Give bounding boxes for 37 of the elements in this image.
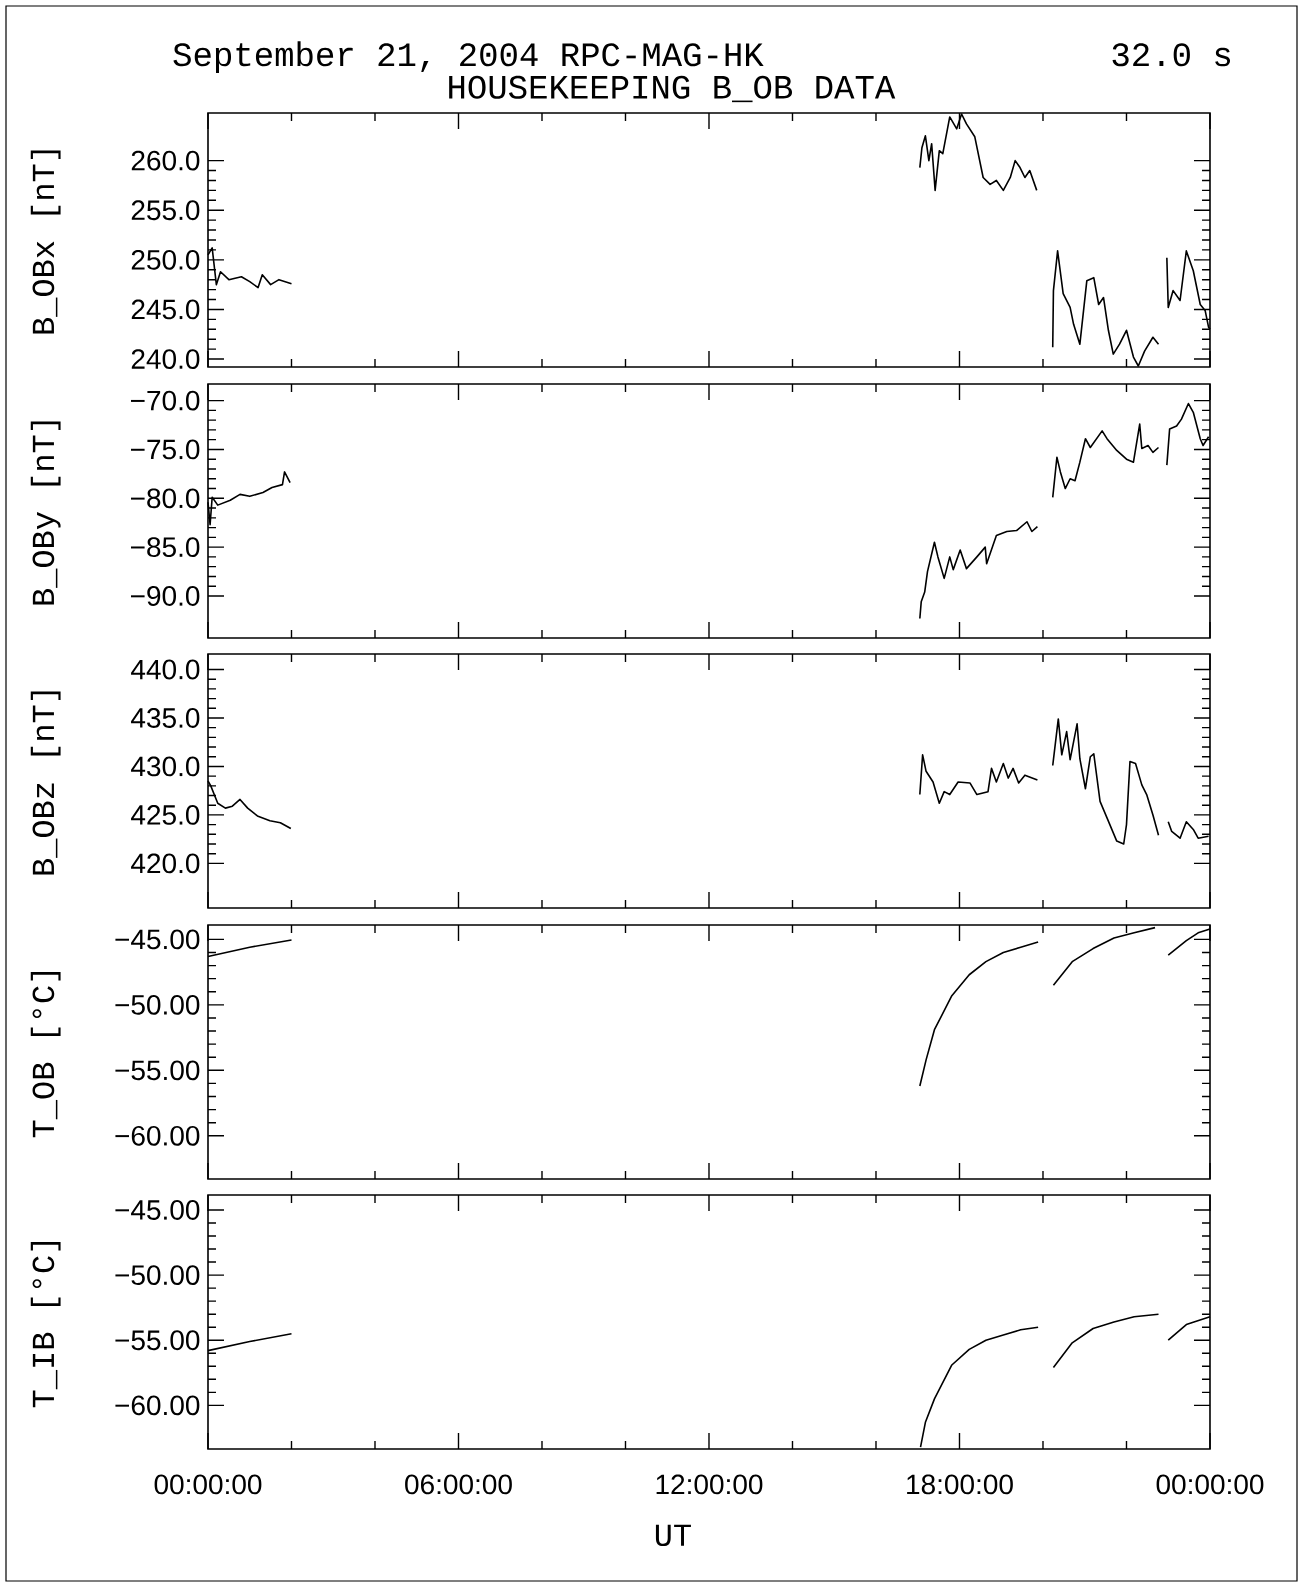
y-tick-label: −90.0	[131, 586, 200, 606]
y-tick-label: 245.0	[131, 299, 200, 320]
y-tick-label: 250.0	[131, 249, 200, 270]
y-axis-title: B_OBz [nT]	[30, 691, 61, 875]
x-tick-label: 18:00:00	[907, 1474, 1013, 1495]
y-tick-label: 435.0	[131, 708, 200, 728]
y-tick-label: −70.0	[131, 390, 200, 411]
y-tick-label: 430.0	[131, 756, 200, 777]
y-axis-title: T_IB [°C]	[30, 1242, 61, 1408]
y-tick-label: −85.0	[131, 537, 200, 558]
y-axis-title: B_OBx [nT]	[30, 150, 61, 334]
y-tick-label: −50.00	[115, 994, 200, 1015]
text: 32.0 s	[1112, 43, 1231, 67]
x-axis-title: UT	[655, 1524, 691, 1547]
y-tick-label: 425.0	[131, 805, 200, 825]
y-tick-label: 420.0	[131, 853, 200, 874]
y-tick-label: −45.00	[115, 929, 200, 950]
y-axis-title: T_OB [°C]	[30, 972, 61, 1138]
y-tick-label: 240.0	[131, 349, 200, 369]
y-tick-label: −60.00	[115, 1395, 200, 1416]
y-tick-label: −55.00	[115, 1060, 200, 1081]
y-tick-label: 260.0	[131, 150, 200, 171]
x-tick-label: 00:00:00	[1156, 1474, 1264, 1495]
y-tick-label: −55.00	[115, 1330, 200, 1351]
y-tick-label: −50.00	[115, 1265, 200, 1286]
y-tick-label: −45.00	[115, 1200, 200, 1220]
x-tick-label: 00:00:00	[154, 1474, 262, 1495]
y-tick-label: −75.0	[131, 439, 200, 460]
chart-subtitle: HOUSEKEEPING B_OB DATA	[449, 75, 896, 103]
chart-title: September 21, 2004 RPC-MAG-HK	[173, 41, 764, 74]
y-tick-label: 255.0	[131, 200, 200, 221]
y-tick-label: −80.0	[131, 488, 200, 509]
x-tick-label: 06:00:00	[405, 1474, 512, 1495]
x-tick-label: 12:00:00	[656, 1474, 763, 1495]
y-tick-label: 440.0	[131, 659, 200, 680]
y-axis-title: B_OBy [nT]	[30, 421, 61, 605]
y-tick-label: −60.00	[115, 1125, 200, 1146]
